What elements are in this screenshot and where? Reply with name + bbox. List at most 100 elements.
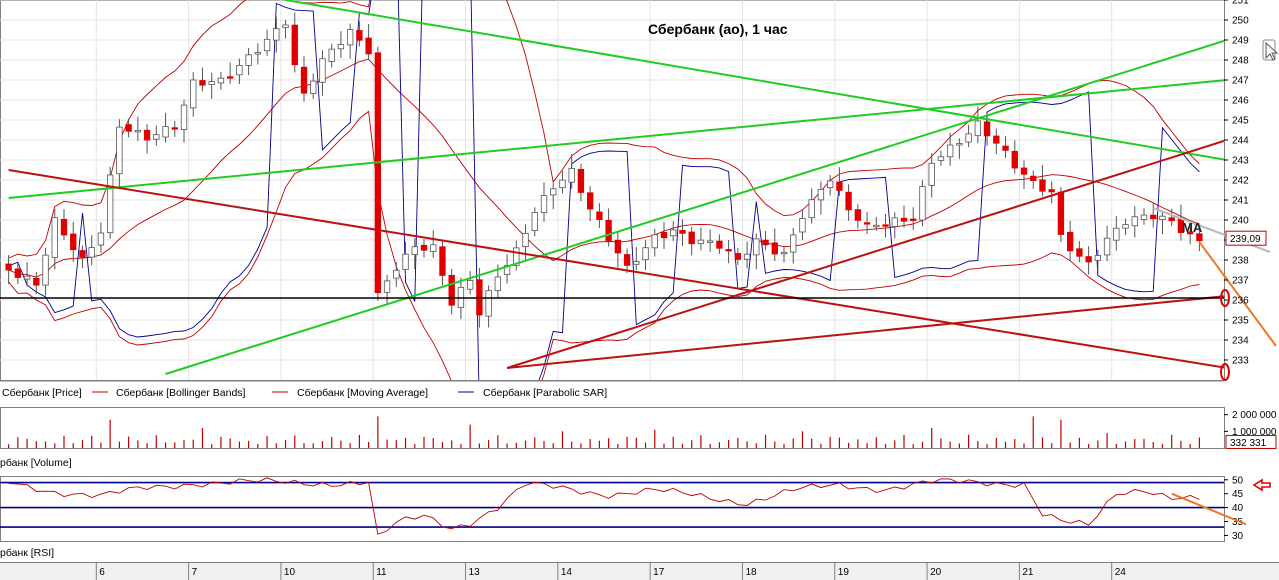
sar-line — [8, 0, 1200, 380]
chart-title: Сбербанк (ао), 1 час — [648, 21, 788, 37]
candle-down — [1048, 189, 1055, 193]
candle-up — [956, 143, 963, 146]
candle-up — [180, 104, 188, 130]
candle-down — [1020, 167, 1028, 175]
trendline — [165, 39, 1224, 375]
rsi-projection-arrow — [1171, 492, 1247, 526]
candle-down — [577, 169, 585, 193]
day-label: 6 — [99, 567, 105, 578]
candle-up — [134, 130, 142, 133]
candle-down — [300, 66, 308, 94]
candle-down — [125, 124, 132, 132]
candle-up — [263, 38, 271, 52]
trendline — [506, 295, 1224, 369]
candle-up — [411, 246, 418, 255]
day-label: 11 — [376, 567, 387, 578]
price-tick-label: 237 — [1232, 276, 1249, 287]
price-tick-label: 234 — [1232, 336, 1249, 347]
candle-down — [845, 191, 852, 211]
candle-down — [586, 192, 594, 210]
volume-bars — [8, 416, 1200, 448]
rsi-tick-label: 40 — [1232, 503, 1244, 514]
candle-down — [623, 254, 631, 266]
candle-up — [393, 269, 400, 279]
volume-tick-label: 2 000 000 — [1232, 410, 1277, 421]
day-label: 14 — [561, 567, 573, 578]
arrow-left-icon — [1252, 478, 1271, 492]
candle-down — [836, 181, 843, 191]
price-panel: 2332342352362372382392402412422432442452… — [0, 0, 1277, 381]
candle-up — [974, 120, 982, 137]
candle-up — [928, 162, 935, 186]
candle-up — [743, 253, 751, 260]
rsi-panel: 50 45 40 35 30 рбанк [RSI] — [0, 475, 1271, 559]
candle-up — [1140, 214, 1148, 221]
candle-up — [245, 54, 252, 66]
candle-up — [670, 229, 677, 237]
candle-up — [531, 212, 538, 231]
candle-up — [559, 179, 566, 189]
candle-up — [799, 218, 806, 233]
price-tick-label: 244 — [1232, 136, 1249, 147]
candle-up — [88, 247, 95, 258]
trendline — [506, 139, 1224, 369]
candle-down — [1085, 256, 1092, 263]
trendline — [285, 0, 1224, 161]
candle-up — [965, 133, 972, 143]
price-marks: 239,09 — [1220, 230, 1267, 381]
candle-up — [919, 186, 926, 221]
candle-down — [420, 244, 428, 251]
candle-up — [891, 217, 898, 227]
price-tick-label: 246 — [1232, 96, 1249, 107]
svg-text:Сбербанк [Moving Average]: Сбербанк [Moving Average] — [297, 387, 428, 399]
candle-up — [346, 29, 354, 46]
candle-down — [1039, 179, 1046, 192]
candle-up — [319, 58, 326, 83]
candle-down — [688, 231, 695, 245]
candle-down — [1057, 191, 1065, 235]
legend-item-moving-average: Сбербанк [Moving Average] — [272, 387, 428, 399]
candle-down — [70, 233, 77, 251]
candle-down — [374, 52, 382, 294]
candle-down — [614, 239, 622, 254]
candle-up — [513, 247, 520, 266]
candle-down — [143, 129, 151, 141]
candle-up — [282, 24, 289, 29]
candle-up — [383, 280, 391, 293]
candle-down — [1011, 150, 1018, 169]
candle-down — [33, 277, 40, 286]
moving-average — [8, 58, 1200, 278]
candle-down — [356, 30, 363, 41]
legend-item-price: Сбербанк [Price] — [2, 387, 82, 399]
candle-down — [1030, 175, 1037, 181]
candle-up — [753, 238, 760, 256]
day-label: 18 — [745, 567, 757, 578]
day-label: 21 — [1022, 567, 1034, 578]
candle-up — [550, 188, 557, 196]
rsi-layer — [0, 477, 1224, 535]
price-tick-label: 235 — [1232, 316, 1249, 327]
candle-up — [328, 48, 335, 62]
candle-up — [485, 290, 492, 317]
svg-text:Сбербанк [Bollinger Bands]: Сбербанк [Bollinger Bands] — [116, 387, 246, 399]
price-tick-label: 250 — [1232, 16, 1249, 27]
candle-down — [716, 240, 723, 249]
candle-up — [402, 253, 409, 270]
candle-down — [1196, 233, 1203, 242]
candle-up — [697, 239, 705, 244]
rsi-axis: 50 45 40 35 30 — [1224, 475, 1244, 542]
candle-up — [540, 195, 548, 214]
candle-down — [79, 250, 86, 258]
rsi-tick-label: 30 — [1232, 531, 1244, 542]
candle-down — [226, 76, 234, 79]
price-tick-label: 241 — [1232, 196, 1249, 207]
candle-down — [734, 253, 742, 260]
trendline-group — [8, 0, 1224, 375]
candle-down — [1186, 231, 1194, 235]
ma-annotation: MA — [1182, 220, 1203, 235]
candle-up — [706, 240, 714, 243]
current-price-tag — [1225, 230, 1267, 246]
price-tick-label: 240 — [1232, 216, 1249, 227]
volume-label: рбанк [Volume] — [0, 457, 72, 469]
